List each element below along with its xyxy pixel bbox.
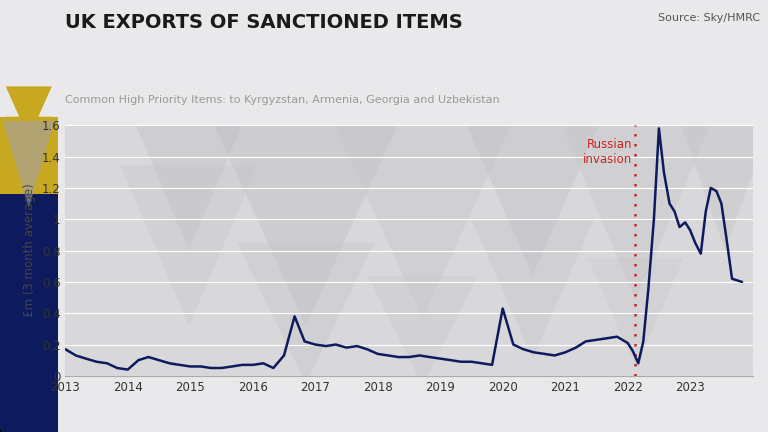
Polygon shape — [121, 165, 258, 326]
Polygon shape — [588, 258, 684, 368]
Polygon shape — [368, 276, 478, 386]
Polygon shape — [6, 86, 51, 138]
Polygon shape — [326, 108, 519, 318]
Text: Source: Sky/HMRC: Source: Sky/HMRC — [658, 13, 760, 23]
Polygon shape — [471, 218, 594, 358]
Polygon shape — [72, 0, 306, 251]
Bar — [0, 0, 58, 117]
Text: Common High Priority Items: to Kyrgyzstan, Armenia, Georgia and Uzbekistan: Common High Priority Items: to Kyrgyzsta… — [65, 95, 500, 105]
Polygon shape — [422, 25, 643, 276]
Bar — [0, 194, 58, 432]
Polygon shape — [237, 243, 375, 383]
Text: Russian
invasion: Russian invasion — [583, 138, 632, 166]
Bar — [0, 117, 58, 194]
Polygon shape — [547, 90, 725, 301]
Polygon shape — [664, 75, 768, 251]
Polygon shape — [3, 121, 55, 207]
Polygon shape — [6, 117, 51, 194]
Polygon shape — [168, 25, 443, 326]
Y-axis label: £m (3 month average): £m (3 month average) — [23, 184, 36, 318]
Text: UK EXPORTS OF SANCTIONED ITEMS: UK EXPORTS OF SANCTIONED ITEMS — [65, 13, 463, 32]
